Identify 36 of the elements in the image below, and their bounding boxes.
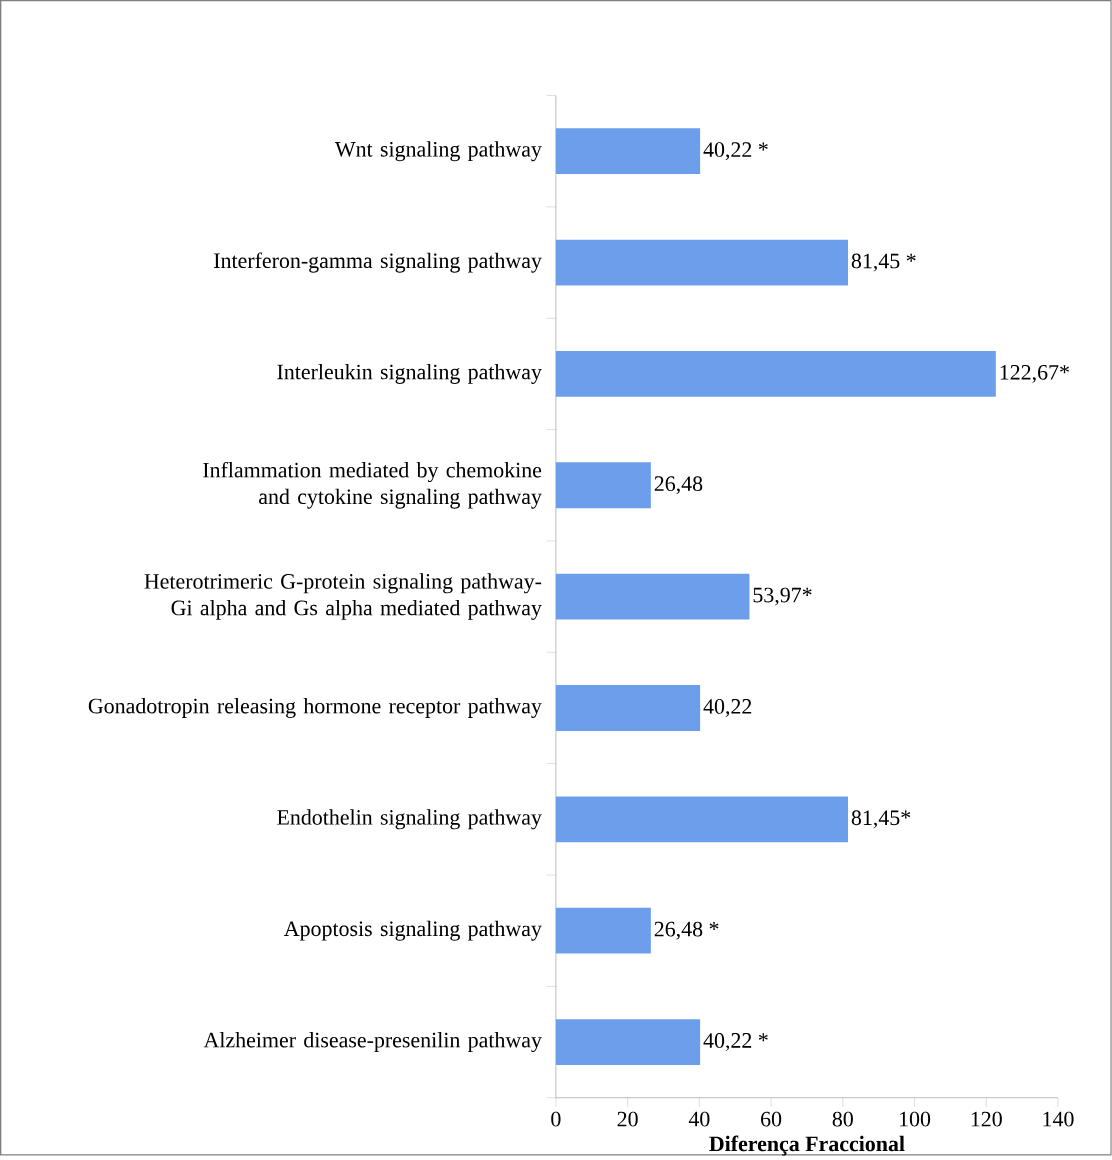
y-tick-label: Gonadotropin releasing hormone receptor pathway <box>88 698 542 718</box>
bar <box>556 1019 701 1065</box>
data-label: 26,48 * <box>654 921 719 940</box>
x-tick-label: 40 <box>688 1111 710 1127</box>
bar <box>556 796 849 843</box>
x-tick-label: 80 <box>832 1111 854 1127</box>
bar <box>556 573 750 620</box>
x-tick-label: 120 <box>971 1111 1002 1127</box>
bar <box>556 907 651 954</box>
data-label: 40,22 * <box>703 1033 768 1052</box>
x-tick-label: 100 <box>900 1111 931 1127</box>
y-tick-label: Alzheimer disease-presenilin pathway <box>203 1032 542 1053</box>
data-label: 26,48 <box>654 476 703 495</box>
y-tick-label: Apoptosis signaling pathway <box>284 920 542 941</box>
bar <box>556 128 701 175</box>
data-label: 40,22 * <box>703 142 768 161</box>
bar <box>556 239 849 286</box>
y-tick-label: Inflammation mediated by chemokine and cytokine signaling pathway <box>203 461 542 509</box>
data-label: 81,45 * <box>851 253 916 272</box>
x-tick-label: 60 <box>761 1111 782 1127</box>
y-tick-label: Endothelin signaling pathway <box>277 809 542 830</box>
y-tick-label: Heterotrimeric G-protein signaling pathway-Gi alpha and Gs alpha mediated pathway <box>144 573 542 620</box>
data-label: 53,97* <box>753 587 812 606</box>
data-label: 40,22 <box>703 699 752 717</box>
y-tick-label: Interferon-gamma signaling pathway <box>214 252 542 273</box>
x-axis-title: Diferença Fraccional <box>709 1135 905 1156</box>
bar <box>556 685 701 731</box>
data-label: 122,67* <box>1000 364 1070 383</box>
bar <box>556 462 651 509</box>
y-tick-label: Interleukin signaling pathway <box>277 363 542 384</box>
x-tick-label: 0 <box>551 1111 561 1127</box>
data-label: 81,45* <box>851 810 911 829</box>
x-tick-label: 20 <box>617 1111 638 1127</box>
y-tick-label: Wnt signaling pathway <box>335 141 542 162</box>
bar <box>556 351 996 397</box>
x-tick-label: 140 <box>1043 1111 1074 1127</box>
